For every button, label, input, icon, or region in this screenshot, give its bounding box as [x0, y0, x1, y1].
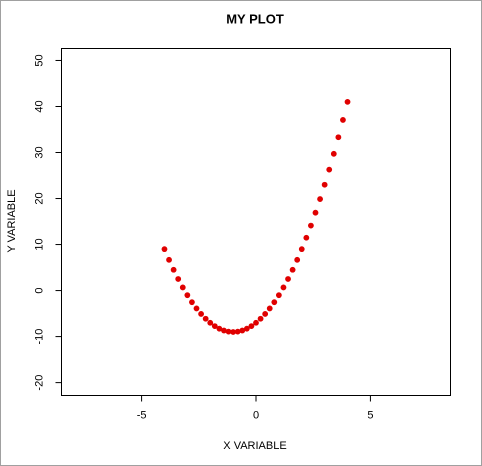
point: [193, 305, 200, 312]
point: [253, 319, 259, 326]
point: [317, 196, 323, 202]
point: [271, 299, 278, 306]
y-tick-label: 0: [33, 288, 45, 294]
y-tick-label: 50: [33, 54, 45, 66]
point: [303, 234, 310, 241]
y-tick-label: 20: [33, 192, 45, 204]
point: [175, 276, 182, 282]
point: [170, 266, 177, 273]
point: [330, 150, 337, 157]
point: [344, 98, 351, 105]
point: [211, 323, 218, 329]
point: [321, 181, 328, 188]
point: [262, 311, 269, 317]
point: [257, 315, 264, 322]
y-tick-label: 10: [33, 238, 45, 250]
point: [184, 292, 191, 299]
point: [207, 319, 214, 326]
y-tick-label: -10: [33, 329, 45, 345]
point: [166, 256, 172, 263]
y-tick-label: 30: [33, 146, 45, 158]
point: [308, 222, 314, 229]
point: [285, 276, 291, 282]
point: [189, 299, 195, 306]
point: [275, 292, 282, 299]
x-tick-label: -5: [137, 409, 147, 421]
point: [202, 315, 209, 322]
y-tick-label: -20: [33, 375, 45, 391]
point: [298, 246, 305, 253]
y-tick-label: 40: [33, 100, 45, 112]
point: [179, 284, 186, 291]
point: [266, 305, 273, 312]
point: [248, 323, 255, 329]
chart-title: MY PLOT: [226, 11, 284, 26]
point: [340, 117, 346, 123]
point: [312, 209, 319, 216]
point: [280, 284, 287, 291]
point: [243, 325, 250, 332]
x-axis-label: X VARIABLE: [223, 440, 286, 452]
x-tick-label: 5: [367, 409, 373, 421]
point: [289, 266, 296, 273]
point: [198, 311, 204, 317]
point: [161, 246, 168, 253]
x-tick-label: 0: [253, 409, 259, 421]
y-axis-label: Y VARIABLE: [6, 189, 18, 252]
point: [326, 166, 333, 173]
point: [294, 256, 301, 263]
point: [335, 134, 342, 141]
